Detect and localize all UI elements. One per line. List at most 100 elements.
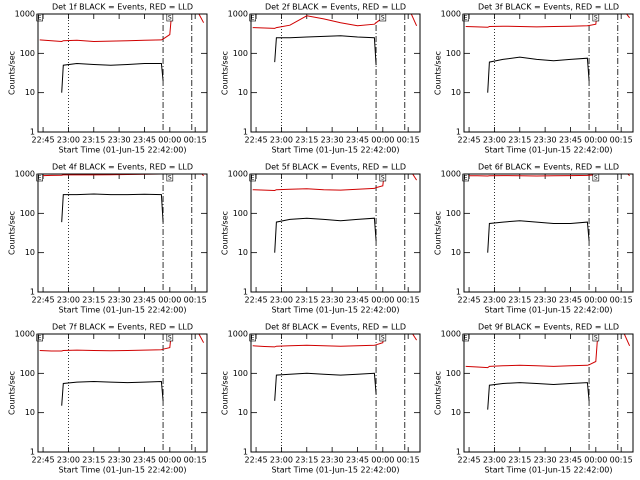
y-tick-label: 10	[25, 408, 35, 417]
x-tick-label: 23:15	[82, 456, 105, 465]
y-tick-label: 1	[456, 448, 461, 457]
y-tick-label: 10	[25, 88, 35, 97]
x-tick-label: 23:15	[508, 296, 531, 305]
series-line	[487, 220, 590, 253]
y-tick-label: 100	[233, 369, 248, 378]
x-tick-label: 00:00	[371, 136, 394, 145]
y-tick-label: 100	[233, 49, 248, 58]
panel: Det 3f BLACK = Events, RED = LLD Start Ti…	[434, 3, 634, 155]
y-tick-label: 100	[20, 209, 35, 218]
panel: Det 4f BLACK = Events, RED = LLD Start Ti…	[8, 163, 208, 315]
y-tick-label: 1000	[441, 330, 461, 339]
annotation: S	[168, 15, 172, 22]
series-line	[61, 380, 164, 406]
annotation: E	[464, 175, 468, 182]
annotation: S	[168, 335, 172, 342]
x-axis-label: Start Time (01-Jun-15 22:42:00)	[59, 146, 187, 155]
series-line	[487, 382, 590, 410]
annotation: E	[464, 15, 468, 22]
x-tick-label: 00:00	[158, 296, 181, 305]
y-tick-label: 1	[456, 128, 461, 137]
annotation: E	[251, 15, 255, 22]
x-tick-label: 00:00	[584, 296, 607, 305]
plot-frame	[250, 333, 421, 453]
panel: Det 6f BLACK = Events, RED = LLD Start Ti…	[434, 163, 634, 315]
x-tick-label: 23:15	[508, 136, 531, 145]
x-tick-label: 00:15	[397, 136, 420, 145]
x-tick-label: 23:00	[483, 296, 506, 305]
chart-title: Det 6f BLACK = Events, RED = LLD	[478, 163, 619, 172]
plot-frame	[463, 333, 634, 453]
y-tick-label: 1	[243, 288, 248, 297]
y-tick-label: 10	[451, 248, 461, 257]
y-tick-label: 100	[20, 49, 35, 58]
x-tick-label: 23:15	[82, 296, 105, 305]
y-tick-label: 100	[446, 49, 461, 58]
series-line	[487, 56, 590, 93]
x-tick-label: 23:30	[321, 136, 344, 145]
x-tick-label: 22:45	[245, 136, 268, 145]
y-tick-label: 10	[451, 408, 461, 417]
x-tick-label: 23:00	[483, 136, 506, 145]
y-tick-label: 100	[233, 209, 248, 218]
annotation: S	[168, 175, 172, 182]
x-tick-label: 00:15	[610, 296, 633, 305]
x-tick-label: 00:00	[584, 456, 607, 465]
series-line	[465, 174, 630, 177]
x-axis-label: Start Time (01-Jun-15 22:42:00)	[485, 306, 613, 315]
series-line	[274, 35, 377, 66]
x-tick-label: 23:45	[133, 296, 156, 305]
y-axis-label: Counts/sec	[434, 51, 443, 95]
x-tick-label: 23:30	[108, 296, 131, 305]
y-tick-label: 1	[243, 448, 248, 457]
chart-title: Det 9f BLACK = Events, RED = LLD	[478, 323, 619, 332]
x-tick-label: 00:15	[184, 456, 207, 465]
chart-title: Det 3f BLACK = Events, RED = LLD	[478, 3, 619, 12]
y-tick-label: 10	[238, 88, 248, 97]
y-tick-label: 1	[30, 288, 35, 297]
panel: Det 2f BLACK = Events, RED = LLD Start Ti…	[221, 3, 421, 155]
x-tick-label: 23:30	[108, 456, 131, 465]
x-tick-label: 00:00	[371, 296, 394, 305]
series-line	[39, 334, 205, 352]
x-tick-label: 23:00	[57, 456, 80, 465]
x-tick-label: 00:00	[158, 456, 181, 465]
plot-frame	[37, 173, 208, 293]
annotation: S	[594, 15, 598, 22]
y-tick-label: 1	[30, 128, 35, 137]
plot-frame	[37, 13, 208, 133]
plot-frame	[463, 13, 634, 133]
y-axis-label: Counts/sec	[434, 211, 443, 255]
series-line	[252, 14, 418, 29]
x-tick-label: 22:45	[458, 296, 481, 305]
panel: Det 5f BLACK = Events, RED = LLD Start Ti…	[221, 163, 421, 315]
x-tick-label: 22:45	[32, 296, 55, 305]
x-tick-label: 00:15	[397, 456, 420, 465]
x-tick-label: 23:00	[270, 296, 293, 305]
x-axis-label: Start Time (01-Jun-15 22:42:00)	[485, 466, 613, 475]
x-tick-label: 23:30	[534, 136, 557, 145]
series-line	[274, 217, 377, 253]
x-tick-label: 23:45	[133, 136, 156, 145]
plot-frame	[250, 13, 421, 133]
y-tick-label: 10	[451, 88, 461, 97]
chart-title: Det 8f BLACK = Events, RED = LLD	[265, 323, 406, 332]
y-tick-label: 10	[238, 248, 248, 257]
x-tick-label: 23:45	[346, 456, 369, 465]
y-axis-label: Counts/sec	[8, 51, 17, 95]
x-axis-label: Start Time (01-Jun-15 22:42:00)	[59, 466, 187, 475]
series-line	[61, 62, 164, 93]
x-tick-label: 23:30	[321, 456, 344, 465]
x-tick-label: 23:30	[321, 296, 344, 305]
x-tick-label: 23:00	[57, 296, 80, 305]
y-tick-label: 1000	[15, 330, 35, 339]
series-line	[465, 334, 631, 369]
annotation: E	[38, 175, 42, 182]
y-tick-label: 1	[456, 288, 461, 297]
x-axis-label: Start Time (01-Jun-15 22:42:00)	[272, 146, 400, 155]
series-line	[39, 14, 205, 43]
x-tick-label: 22:45	[245, 296, 268, 305]
annotation: E	[251, 335, 255, 342]
